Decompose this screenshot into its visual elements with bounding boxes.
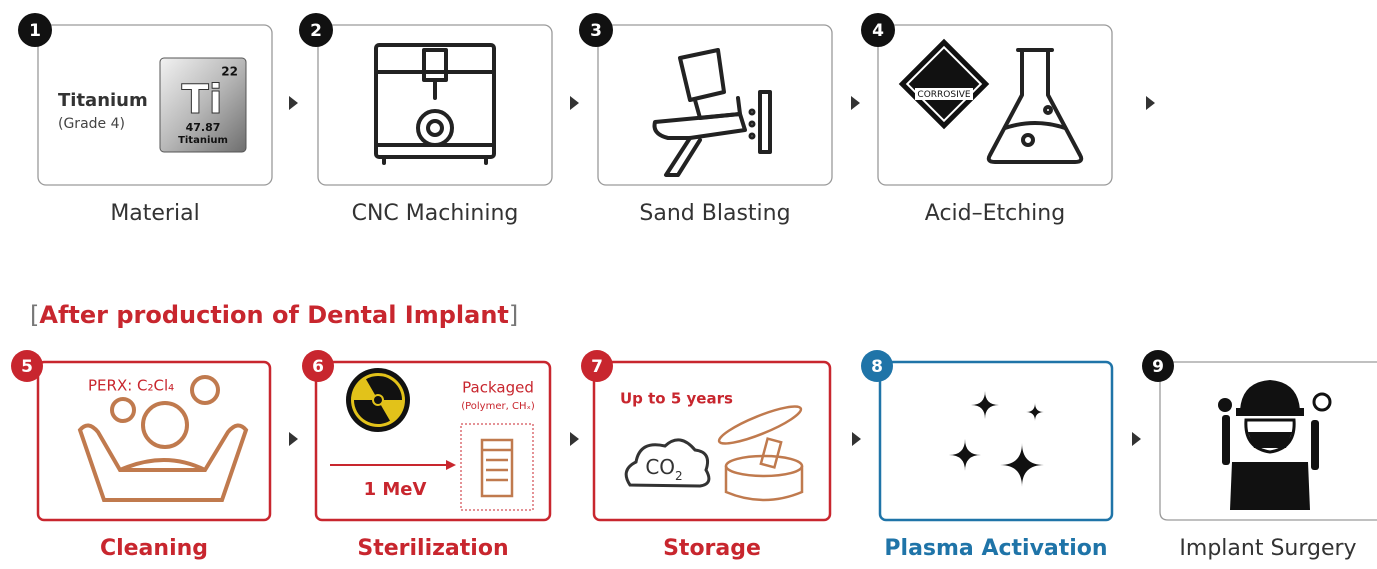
arrow (289, 96, 298, 110)
step-label: Sand Blasting (639, 201, 790, 226)
radiation-icon (346, 368, 410, 432)
arrow (1132, 432, 1141, 446)
step-number: 7 (591, 357, 603, 377)
arrow (852, 432, 861, 446)
bracket: [ (30, 301, 39, 329)
element-symbol: Ti (182, 77, 223, 123)
process-diagram: Titanium (Grade 4) 22 Ti 47.87 Titanium … (0, 0, 1377, 569)
step-number: 5 (21, 357, 33, 377)
sign-text: CORROSIVE (917, 90, 970, 100)
atomic-mass: 47.87 (186, 121, 221, 134)
atomic-number: 22 (221, 65, 238, 79)
step-number: 6 (312, 357, 324, 377)
energy-text: 1 MeV (364, 479, 427, 500)
bracket: ] (509, 301, 518, 329)
step-number: 9 (1152, 357, 1164, 377)
step-label: Cleaning (100, 536, 208, 561)
step-label: Storage (663, 536, 761, 561)
title-text: After production of Dental Implant (39, 301, 509, 329)
packaged-text: Packaged (462, 379, 534, 397)
step-number: 1 (29, 21, 41, 41)
material-grade: (Grade 4) (58, 116, 125, 132)
cleaning-note: PERX: C₂Cl₄ (88, 377, 174, 395)
step-label: Sterilization (357, 536, 508, 561)
step-label: Acid–Etching (925, 201, 1065, 226)
step-number: 8 (871, 357, 883, 377)
arrow (570, 96, 579, 110)
section-title: [After production of Dental Implant] (30, 301, 518, 329)
step-number: 2 (310, 21, 322, 41)
arrow (1146, 96, 1155, 110)
step-label: Plasma Activation (884, 536, 1107, 561)
duration-text: Up to 5 years (620, 390, 733, 408)
gas-subscript: 2 (675, 469, 683, 483)
arrow (851, 96, 860, 110)
step-label: CNC Machining (352, 201, 519, 226)
step-box (594, 362, 830, 520)
packaging-text: (Polymer, CHₓ) (461, 401, 535, 412)
material-name: Titanium (58, 90, 148, 111)
gas: CO (645, 455, 675, 479)
step-number: 3 (590, 21, 602, 41)
element-name: Titanium (178, 135, 228, 146)
step-box (880, 362, 1112, 520)
arrow (289, 432, 298, 446)
step-number: 4 (872, 21, 884, 41)
step-label: Implant Surgery (1179, 536, 1356, 561)
step-label: Material (110, 201, 199, 226)
arrow (570, 432, 579, 446)
page: {"steps": [ {"number": "1", "label": "Ma… (0, 0, 1377, 569)
